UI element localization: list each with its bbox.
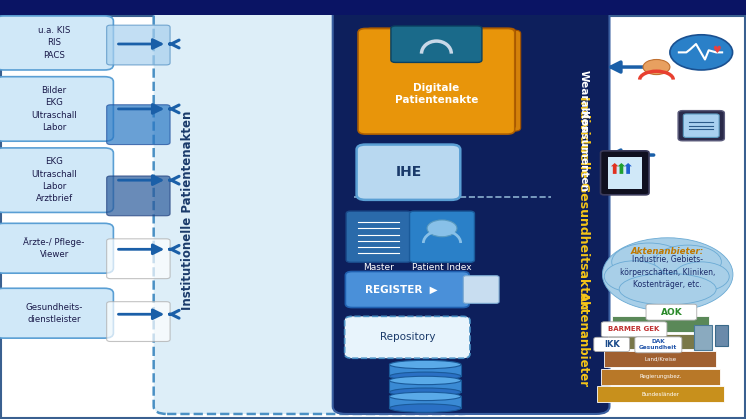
Bar — [601, 369, 720, 385]
FancyBboxPatch shape — [107, 176, 170, 216]
Circle shape — [670, 35, 733, 70]
Circle shape — [643, 59, 670, 75]
Text: Wearables: Wearables — [578, 70, 589, 132]
FancyBboxPatch shape — [391, 26, 482, 62]
FancyBboxPatch shape — [345, 316, 470, 358]
FancyBboxPatch shape — [0, 288, 113, 338]
Text: AOK: AOK — [660, 308, 683, 317]
Text: Gesundheits-
dienstleister: Gesundheits- dienstleister — [25, 303, 83, 324]
Ellipse shape — [389, 392, 461, 401]
Text: Gemeinden: Gemeinden — [645, 339, 676, 344]
Bar — [597, 386, 724, 402]
FancyArrow shape — [618, 163, 625, 174]
FancyBboxPatch shape — [107, 105, 170, 145]
FancyArrow shape — [624, 163, 632, 174]
Text: IHE: IHE — [395, 165, 421, 179]
Ellipse shape — [389, 360, 461, 369]
Bar — [389, 380, 461, 392]
FancyBboxPatch shape — [608, 157, 642, 189]
Bar — [0, 0, 746, 15]
Text: Bilder
EKG
Ultraschall
Labor: Bilder EKG Ultraschall Labor — [31, 86, 77, 132]
FancyBboxPatch shape — [345, 272, 469, 308]
FancyBboxPatch shape — [463, 276, 499, 303]
Text: Industrie, Gebiets-
körperschaften, Kliniken,
Kostenträger, etc.: Industrie, Gebiets- körperschaften, Klin… — [620, 255, 715, 290]
FancyBboxPatch shape — [0, 16, 113, 70]
Text: BARMER GEK: BARMER GEK — [609, 326, 659, 332]
FancyBboxPatch shape — [366, 28, 515, 129]
FancyBboxPatch shape — [107, 239, 170, 279]
Text: u.a. KIS
RIS
PACS: u.a. KIS RIS PACS — [38, 26, 70, 59]
FancyBboxPatch shape — [594, 337, 630, 352]
Bar — [694, 325, 712, 350]
Bar — [612, 316, 709, 332]
FancyBboxPatch shape — [683, 114, 719, 137]
FancyBboxPatch shape — [154, 7, 475, 414]
FancyBboxPatch shape — [410, 211, 474, 262]
Text: Digitale
Patientenakte: Digitale Patientenakte — [395, 83, 478, 105]
Ellipse shape — [673, 262, 730, 291]
Ellipse shape — [389, 372, 461, 380]
Text: Repository: Repository — [380, 332, 435, 342]
Text: Institutionelle Patientenakten: Institutionelle Patientenakten — [181, 111, 195, 310]
Circle shape — [427, 220, 457, 237]
Text: Konsumenten: Konsumenten — [578, 111, 589, 192]
Bar — [604, 351, 716, 367]
Text: Aktenanbieter:: Aktenanbieter: — [631, 247, 704, 256]
Bar — [715, 325, 728, 346]
Bar — [389, 396, 461, 408]
Text: Land/Kreise: Land/Kreise — [644, 357, 677, 362]
Ellipse shape — [603, 238, 733, 311]
Ellipse shape — [389, 376, 461, 385]
FancyBboxPatch shape — [357, 145, 460, 200]
FancyBboxPatch shape — [358, 28, 515, 134]
FancyBboxPatch shape — [0, 77, 113, 141]
FancyArrow shape — [611, 163, 618, 174]
Text: DAK
Gesundheit: DAK Gesundheit — [639, 339, 677, 350]
FancyBboxPatch shape — [0, 223, 113, 273]
Text: REGISTER  ▶: REGISTER ▶ — [366, 285, 438, 295]
FancyBboxPatch shape — [601, 322, 667, 337]
Text: Master: Master — [363, 263, 394, 272]
FancyBboxPatch shape — [678, 111, 724, 141]
FancyBboxPatch shape — [346, 211, 411, 262]
FancyBboxPatch shape — [646, 304, 697, 320]
Ellipse shape — [389, 388, 461, 396]
Bar — [608, 334, 712, 349]
Text: Regierungsbez.: Regierungsbez. — [639, 374, 681, 379]
Ellipse shape — [604, 261, 664, 292]
Ellipse shape — [654, 245, 721, 279]
Text: Aktenanbieter: Aktenanbieter — [577, 292, 590, 388]
FancyBboxPatch shape — [333, 7, 609, 414]
FancyBboxPatch shape — [107, 25, 170, 65]
Ellipse shape — [612, 243, 686, 281]
Ellipse shape — [389, 404, 461, 412]
FancyBboxPatch shape — [601, 151, 649, 195]
Text: Bundesländer: Bundesländer — [642, 392, 679, 397]
Text: ♥: ♥ — [712, 45, 721, 55]
Bar — [389, 365, 461, 376]
Text: Individuelle Gesundheitsakten: Individuelle Gesundheitsakten — [577, 96, 590, 310]
FancyBboxPatch shape — [635, 337, 682, 353]
Text: IKK: IKK — [604, 340, 620, 349]
Ellipse shape — [619, 274, 716, 305]
FancyBboxPatch shape — [0, 148, 113, 212]
FancyBboxPatch shape — [107, 302, 170, 341]
FancyBboxPatch shape — [371, 30, 521, 131]
Text: EKG
Ultraschall
Labor
Arztbrief: EKG Ultraschall Labor Arztbrief — [31, 158, 77, 203]
Text: Patient Index: Patient Index — [413, 263, 471, 272]
Text: Ärzte-/ Pflege-
Viewer: Ärzte-/ Pflege- Viewer — [23, 237, 85, 259]
